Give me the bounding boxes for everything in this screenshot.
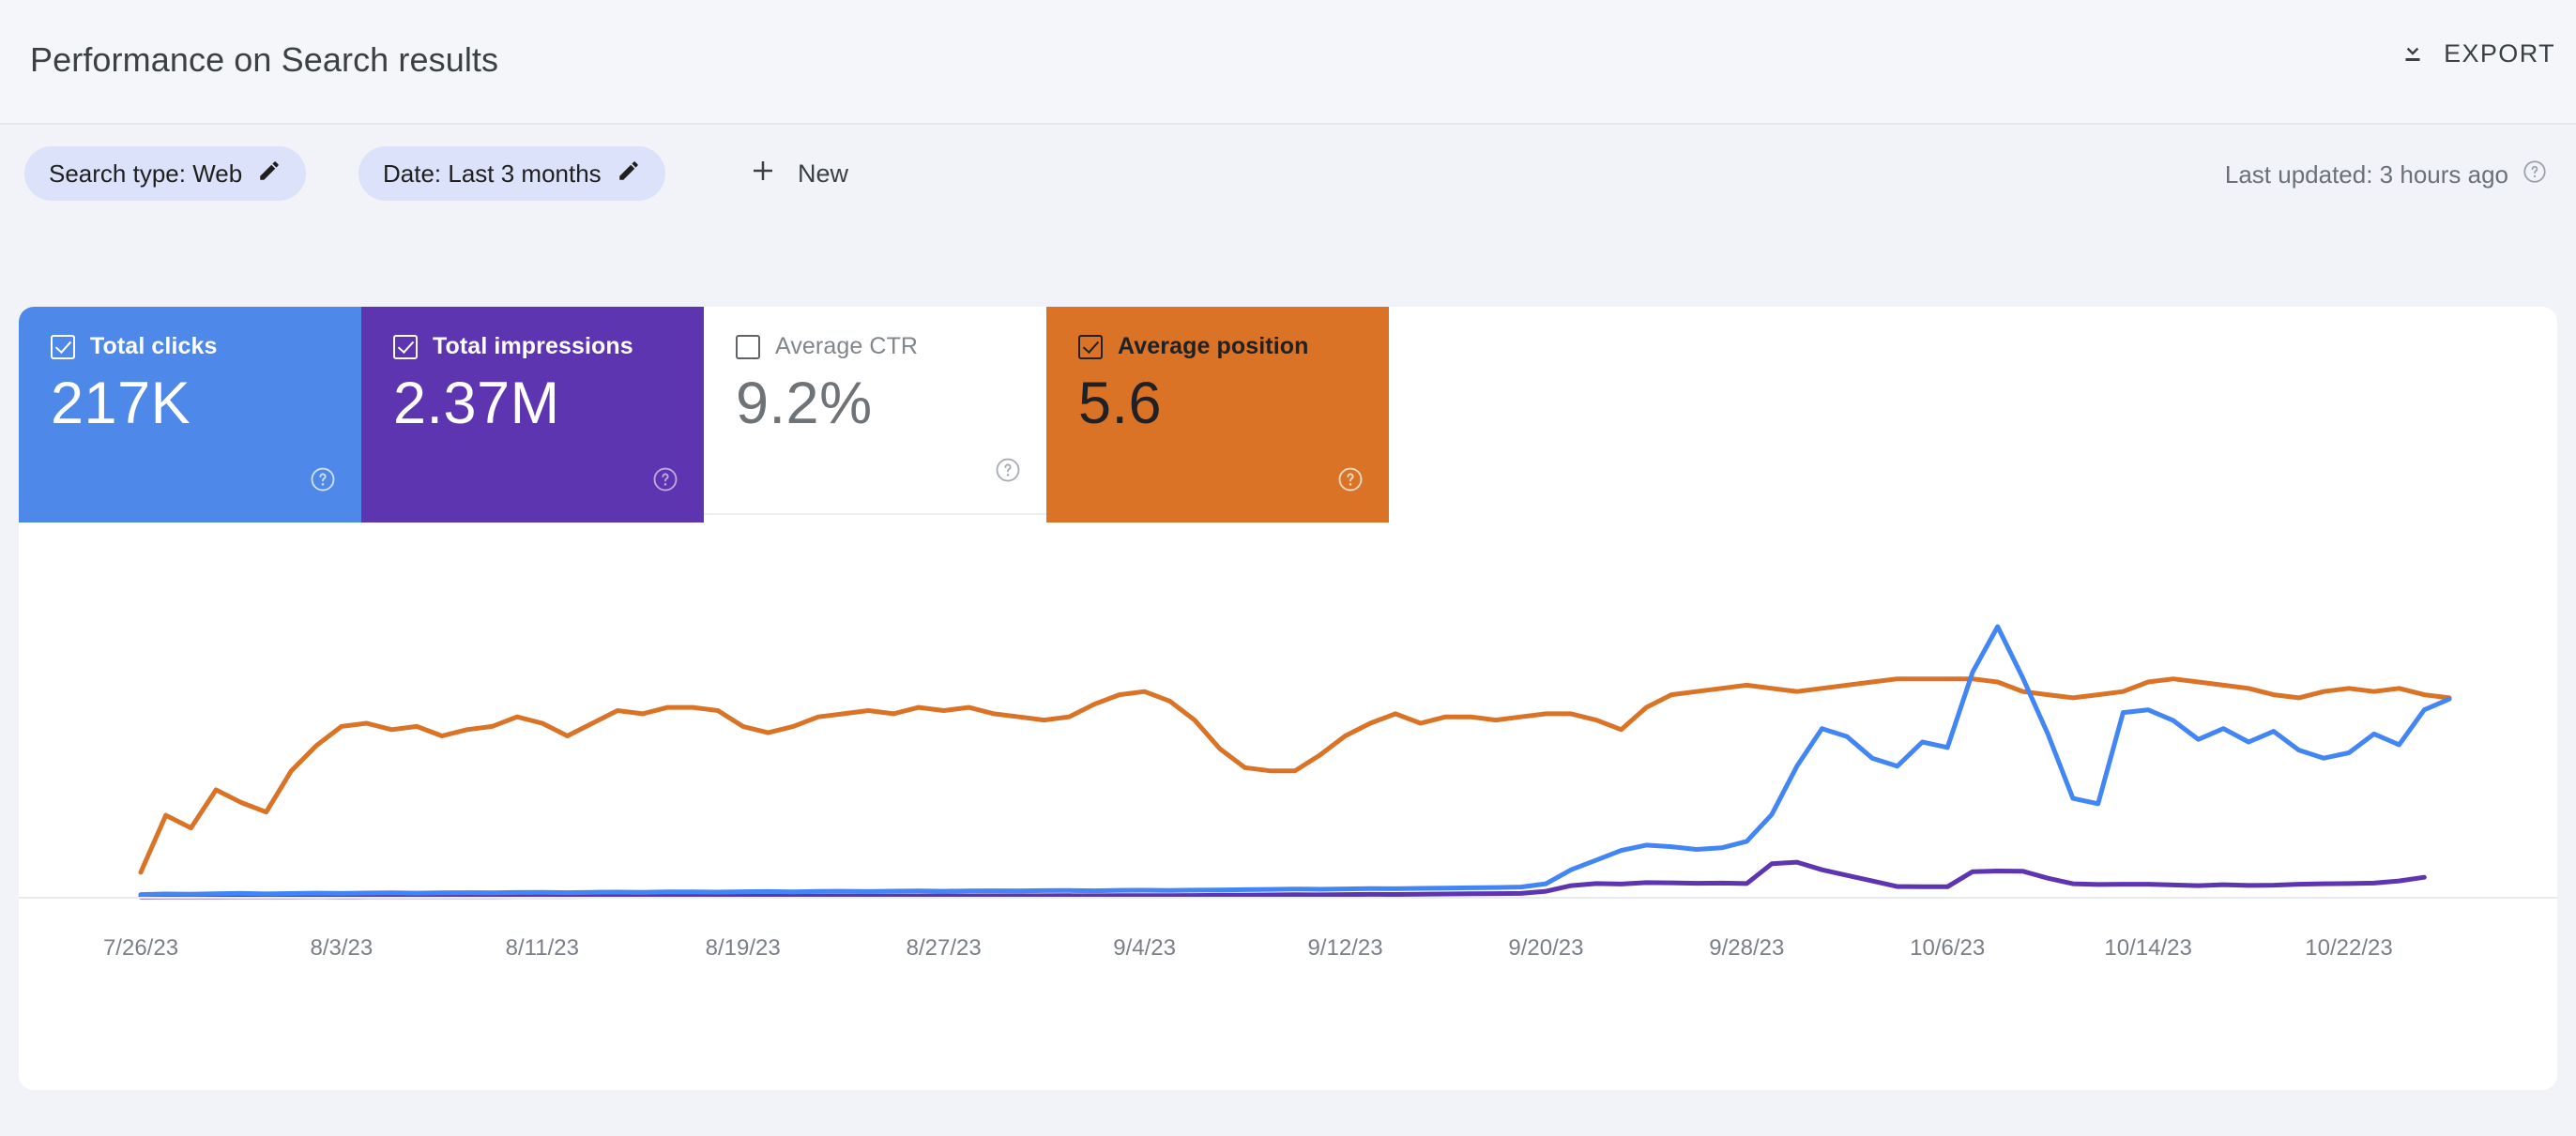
last-updated-label: Last updated: 3 hours ago (2224, 160, 2508, 189)
metric-tile-total-impressions-header: Total impressions (393, 333, 704, 360)
help-circle-icon[interactable] (309, 465, 337, 498)
add-new-filter-button[interactable]: New (734, 146, 863, 201)
checkbox-unchecked-icon[interactable] (736, 334, 760, 359)
series-line-total-clicks (138, 624, 2452, 898)
pencil-icon (257, 159, 282, 189)
metric-tile-total-clicks-value: 217K (51, 371, 191, 436)
last-updated-status: Last updated: 3 hours ago (2225, 159, 2548, 191)
add-new-filter-label: New (798, 159, 849, 188)
series-line-total-impressions (138, 859, 2427, 900)
metric-tile-total-clicks[interactable]: Total clicks 217K (19, 307, 361, 523)
help-circle-icon[interactable] (1336, 465, 1364, 498)
performance-card: Total clicks 217K Total impressions 2.37… (19, 307, 2557, 1090)
metric-tile-total-clicks-header: Total clicks (51, 333, 361, 360)
help-circle-icon[interactable] (651, 465, 679, 498)
plus-icon (749, 157, 777, 191)
metric-tile-average-position[interactable]: Average position 5.6 (1046, 307, 1389, 523)
metric-tile-average-ctr-header: Average CTR (736, 333, 1046, 360)
metric-tile-total-clicks-label: Total clicks (90, 333, 218, 359)
download-icon (2399, 38, 2427, 70)
metric-tile-average-position-value: 5.6 (1078, 371, 1163, 436)
filter-chip-search-type-label: Search type: Web (49, 159, 243, 188)
export-label: EXPORT (2444, 39, 2555, 68)
metric-tiles: Total clicks 217K Total impressions 2.37… (19, 307, 1389, 523)
metric-tile-total-impressions-value: 2.37M (393, 371, 560, 436)
metric-tile-average-ctr-value: 9.2% (736, 371, 873, 436)
help-circle-icon[interactable] (2522, 159, 2548, 191)
metric-tile-total-impressions[interactable]: Total impressions 2.37M (361, 307, 704, 523)
series-line-average-position (138, 676, 2452, 875)
pencil-icon (617, 159, 641, 189)
metric-tile-total-impressions-label: Total impressions (433, 333, 633, 359)
filter-bar: Search type: Web Date: Last 3 months New… (0, 125, 2576, 245)
checkbox-checked-icon[interactable] (51, 334, 75, 359)
filter-chip-date-label: Date: Last 3 months (383, 159, 602, 188)
metric-tile-average-position-header: Average position (1078, 333, 1389, 360)
metric-tile-average-ctr-label: Average CTR (775, 333, 919, 359)
chart-svg (19, 624, 2557, 900)
metric-tile-average-ctr[interactable]: Average CTR 9.2% (704, 307, 1046, 515)
metric-tile-average-position-label: Average position (1118, 333, 1309, 359)
page-header: Performance on Search results EXPORT (0, 0, 2576, 125)
export-button[interactable]: EXPORT (2399, 38, 2555, 70)
page-title: Performance on Search results (30, 40, 499, 79)
performance-chart[interactable]: 7/26/23 8/3/23 8/11/23 8/19/23 8/27/23 9/4/23… (19, 523, 2557, 1090)
help-circle-icon[interactable] (994, 456, 1022, 489)
checkbox-checked-icon[interactable] (393, 334, 418, 359)
checkbox-checked-icon[interactable] (1078, 334, 1103, 359)
filter-chip-search-type[interactable]: Search type: Web (24, 146, 307, 201)
filter-chip-date[interactable]: Date: Last 3 months (358, 146, 665, 201)
